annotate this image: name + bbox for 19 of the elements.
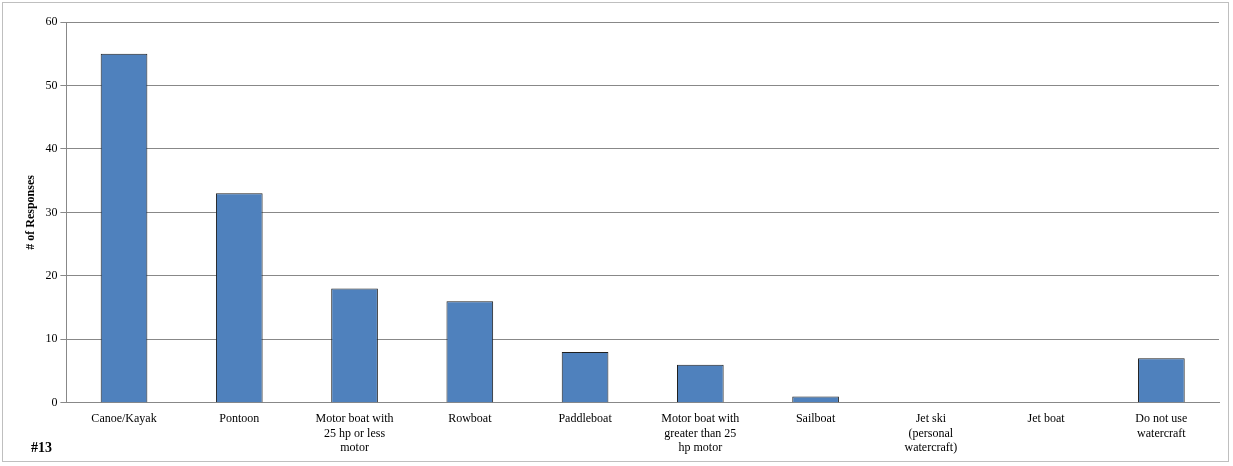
x-tick-label: Motor boat with greater than 25 hp motor <box>661 411 740 454</box>
x-tick-label: Jet ski (personal watercraft) <box>904 411 958 454</box>
x-tick-label: Do not use watercraft <box>1135 411 1188 440</box>
y-axis-title: # of Responses <box>23 174 38 250</box>
y-tick-label: 30 <box>45 204 58 219</box>
x-tick-label: Rowboat <box>448 411 493 426</box>
x-tick-label: Jet boat <box>1027 411 1066 426</box>
y-tick-label: 40 <box>45 141 58 156</box>
x-tick-label: Canoe/Kayak <box>91 411 157 426</box>
x-tick-label: Pontoon <box>219 411 260 426</box>
x-tick-label: Sailboat <box>795 411 836 426</box>
y-tick-label: 60 <box>45 14 58 29</box>
x-tick-label: Paddleboat <box>558 411 613 426</box>
y-tick-label: 10 <box>45 331 58 346</box>
x-tick-label: Motor boat with 25 hp or less motor <box>315 411 394 454</box>
y-tick-label: 50 <box>45 77 58 92</box>
text: #13 <box>31 440 52 456</box>
y-tick-label: 0 <box>51 394 58 409</box>
y-tick-label: 20 <box>45 268 58 283</box>
